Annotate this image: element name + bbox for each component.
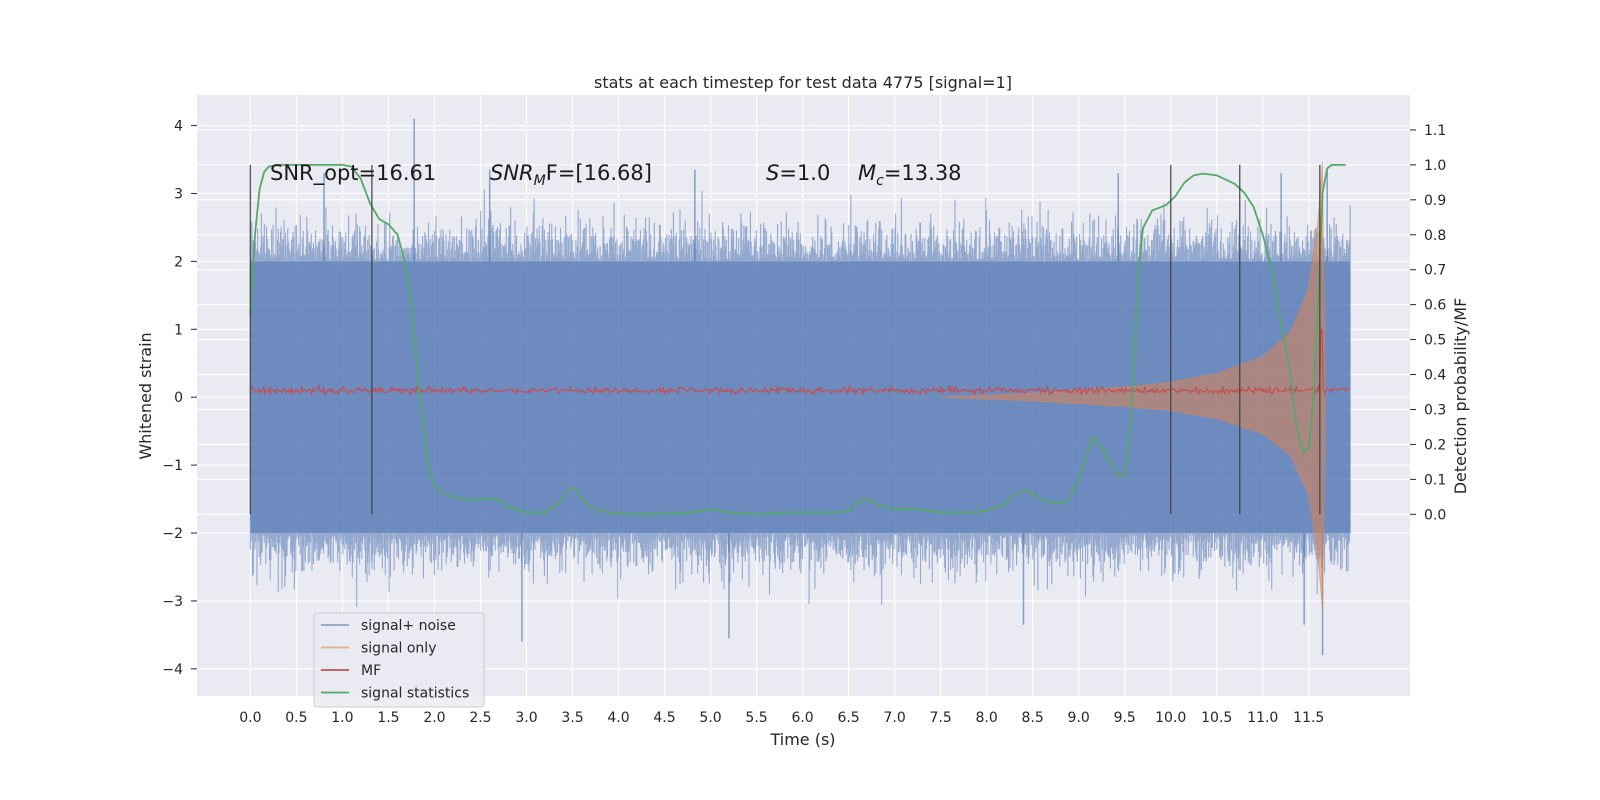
y-axis-label: Whitened strain	[136, 332, 155, 459]
x-tick-label: 1.5	[377, 710, 399, 726]
y-right-tick-label: 0.7	[1424, 263, 1446, 279]
annotations: SNR_opt=16.61 SNRMF=[16.68] S=1.0 Mc=13.38	[270, 161, 962, 189]
x-tick-label: 9.5	[1114, 710, 1136, 726]
x-tick-label: 2.0	[423, 710, 445, 726]
legend-item-label: MF	[361, 663, 381, 679]
x-tick-label: 4.0	[607, 710, 629, 726]
x-tick-label: 7.0	[883, 710, 905, 726]
x-tick-label: 7.5	[929, 710, 951, 726]
annotation-subscript: M	[534, 173, 546, 189]
x-tick-label: 10.0	[1155, 710, 1186, 726]
annotation-2: S=1.0	[766, 161, 830, 185]
legend: signal+ noise signal only MF signal statist…	[313, 612, 485, 708]
x-tick-label: 0.0	[239, 710, 261, 726]
y-axis-ticks: 4 3 2 1 0 −1 −2 −3 −4	[162, 119, 197, 678]
x-tick-label: 10.5	[1201, 710, 1232, 726]
y-right-tick-label: 0.0	[1424, 507, 1446, 523]
annotation-part: =1.0	[779, 161, 830, 185]
x-tick-label: 6.5	[837, 710, 859, 726]
x-tick-label: 6.0	[791, 710, 813, 726]
y-right-tick-label: 0.1	[1424, 472, 1446, 488]
annotation-1: SNRMF=[16.68]	[490, 161, 652, 189]
x-axis-label: Time (s)	[769, 730, 835, 749]
x-tick-label: 4.5	[653, 710, 675, 726]
series-signal-statistics-line	[249, 163, 1346, 516]
y-tick-label: −1	[162, 458, 183, 474]
x-tick-label: 8.5	[1022, 710, 1044, 726]
legend-item-label: signal statistics	[361, 686, 469, 702]
y-tick-label: −4	[162, 662, 183, 678]
data-layer	[249, 118, 1351, 656]
series-mf-line	[249, 328, 1351, 397]
y-axis-right-label: Detection probability/MF	[1451, 298, 1470, 495]
y-tick-label: 3	[174, 186, 183, 202]
y-axis-right-ticks: 1.1 1.0 0.9 0.8 0.7 0.6 0.5 0.4 0.3 0.2 0.1 0.0	[1410, 123, 1446, 523]
vertical-markers	[249, 164, 1321, 515]
y-right-tick-label: 0.5	[1424, 333, 1446, 349]
y-tick-label: −2	[162, 526, 183, 542]
annotation-subscript: c	[876, 173, 884, 189]
y-right-tick-label: 0.3	[1424, 402, 1446, 418]
y-tick-label: 1	[174, 322, 183, 338]
x-tick-label: 0.5	[285, 710, 307, 726]
legend-box	[313, 612, 485, 708]
y-tick-label: 0	[174, 390, 183, 406]
annotation-part: M	[858, 161, 876, 185]
annotation-part: S	[766, 161, 779, 185]
y-tick-label: −3	[162, 594, 183, 610]
x-tick-label: 2.5	[469, 710, 491, 726]
y-right-tick-label: 1.1	[1424, 123, 1446, 139]
y-tick-label: 2	[174, 254, 183, 270]
legend-item-label: signal+ noise	[361, 618, 456, 634]
y-tick-label: 4	[174, 119, 183, 135]
x-tick-label: 3.0	[515, 710, 537, 726]
x-axis-ticks: 0.0 0.5 1.0 1.5 2.0 2.5 3.0 3.5 4.0 4.5 5.0 5.5 6.0 6…	[239, 710, 1324, 726]
x-tick-label: 9.0	[1068, 710, 1090, 726]
y-right-tick-label: 0.6	[1424, 298, 1446, 314]
x-tick-label: 5.0	[699, 710, 721, 726]
y-right-tick-label: 1.0	[1424, 158, 1446, 174]
chart-title: stats at each timestep for test data 477…	[594, 73, 1012, 92]
legend-item-label: signal only	[361, 641, 436, 657]
x-tick-label: 11.5	[1293, 710, 1324, 726]
annotation-0: SNR_opt=16.61	[270, 161, 436, 186]
annotation-part: F=[16.68]	[546, 161, 652, 185]
x-tick-label: 3.5	[561, 710, 583, 726]
annotation-part: =13.38	[884, 161, 962, 185]
x-tick-label: 5.5	[745, 710, 767, 726]
annotation-3: Mc=13.38	[858, 161, 962, 189]
x-tick-label: 8.0	[976, 710, 998, 726]
y-right-tick-label: 0.2	[1424, 437, 1446, 453]
y-right-tick-label: 0.9	[1424, 193, 1446, 209]
y-right-tick-label: 0.8	[1424, 228, 1446, 244]
annotation-part: SNR	[490, 161, 534, 185]
x-tick-label: 11.0	[1247, 710, 1278, 726]
y-right-tick-label: 0.4	[1424, 368, 1446, 384]
x-tick-label: 1.0	[331, 710, 353, 726]
